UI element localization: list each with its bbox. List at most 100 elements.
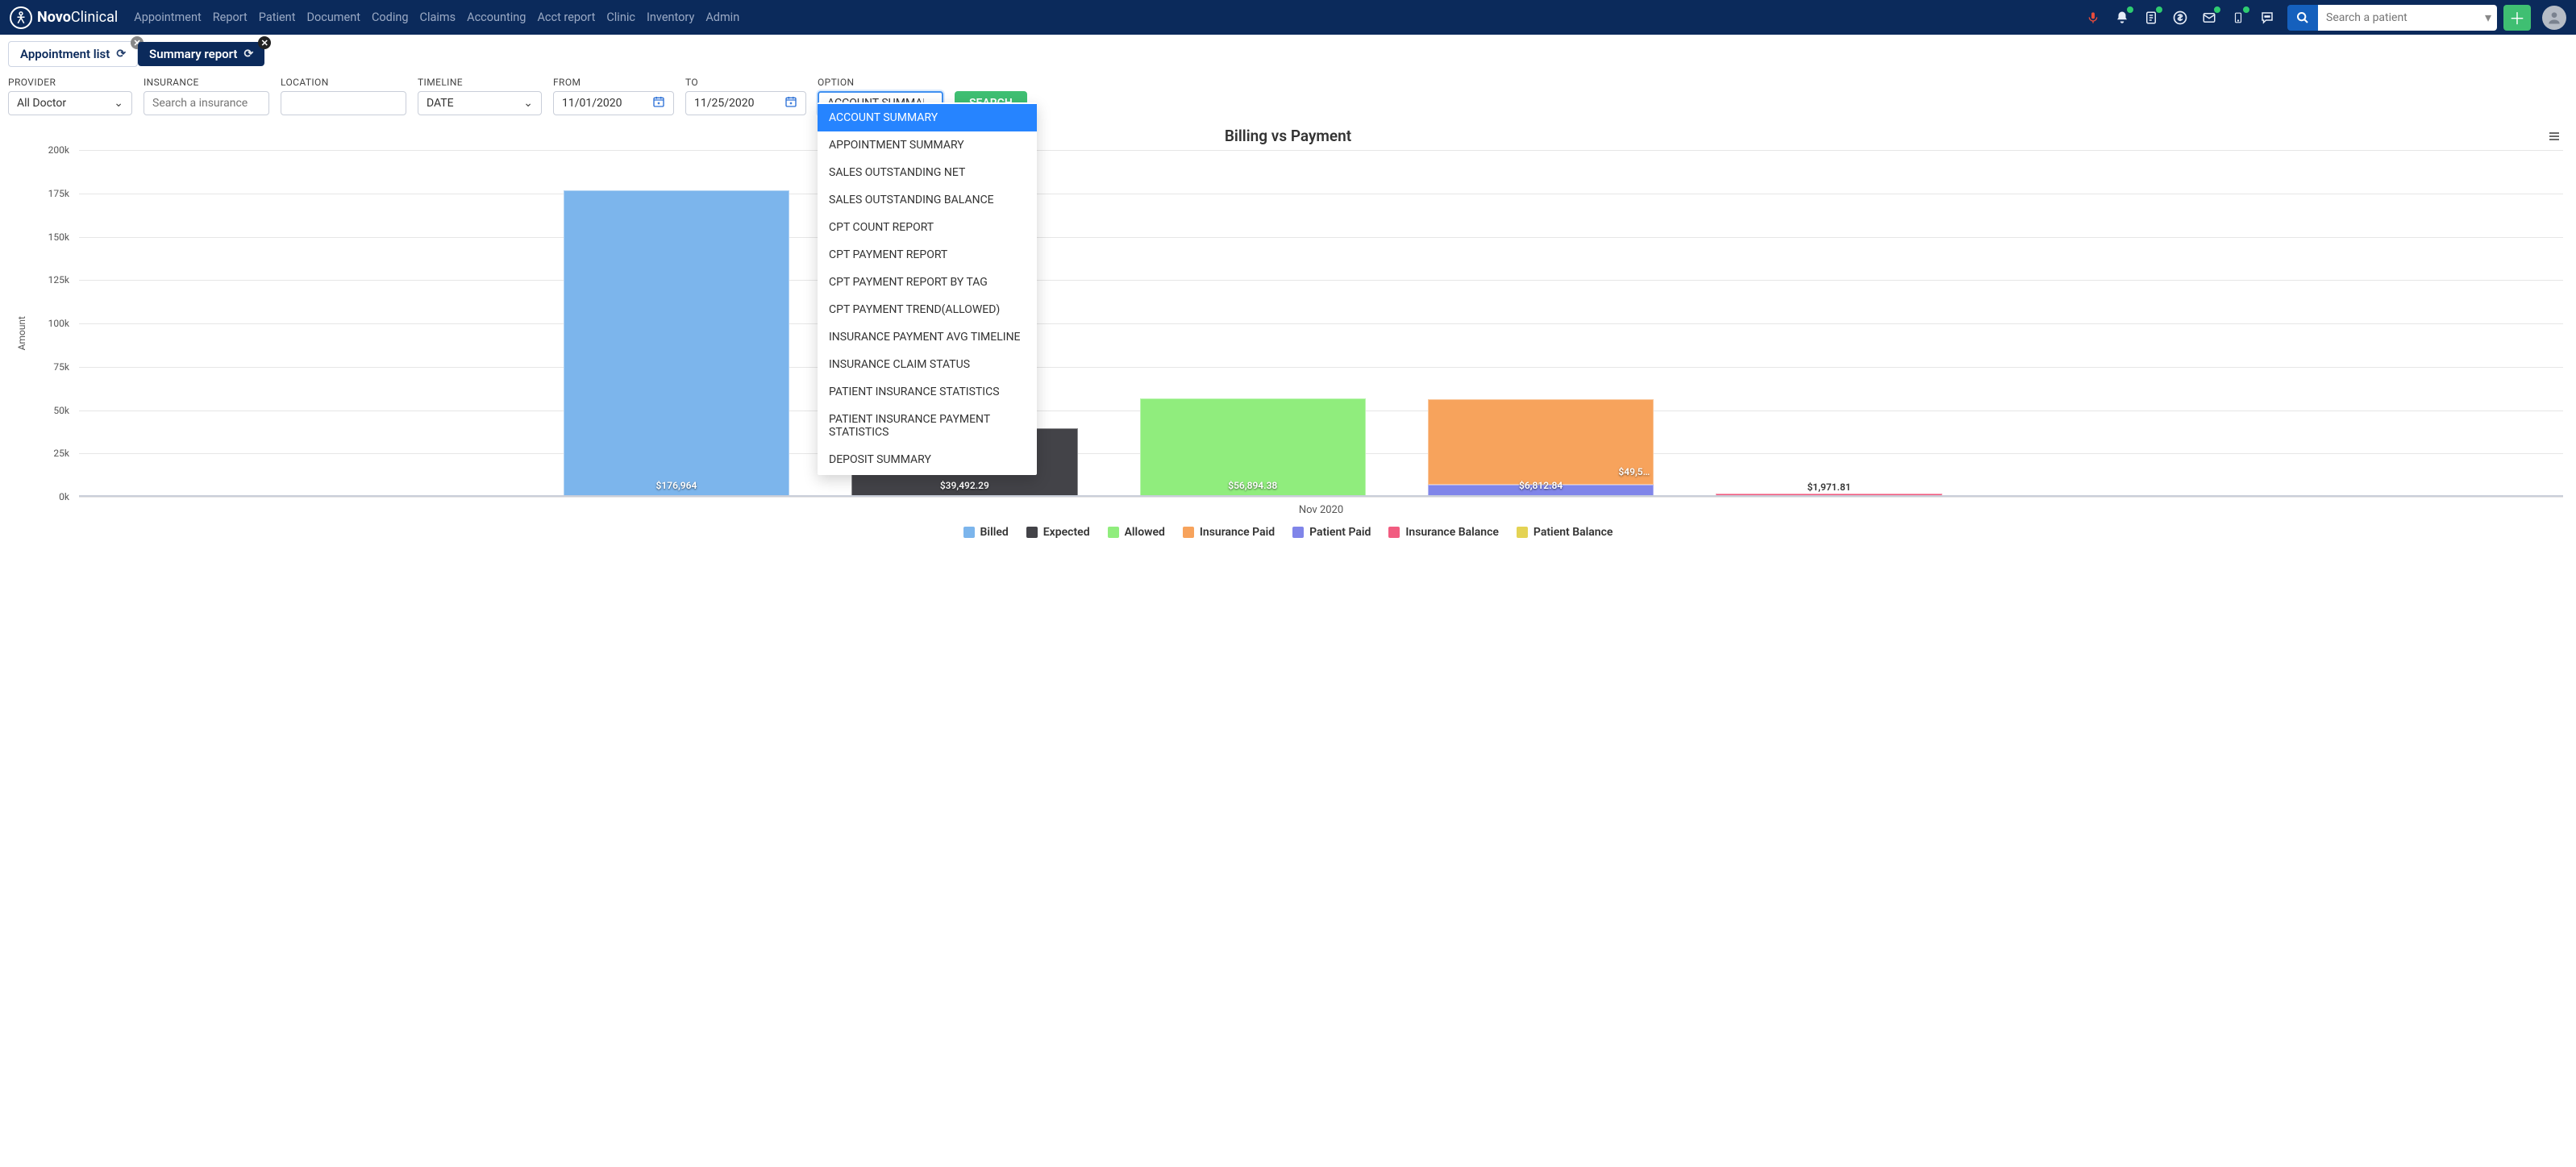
y-tick: 125k xyxy=(48,274,69,285)
refresh-icon[interactable]: ⟳ xyxy=(243,48,253,60)
to-date-input[interactable]: 11/25/2020 xyxy=(685,91,806,115)
user-avatar[interactable] xyxy=(2542,6,2566,30)
legend-label: Allowed xyxy=(1125,526,1165,539)
legend-swatch xyxy=(963,527,975,538)
option-item[interactable]: CPT PAYMENT REPORT xyxy=(818,241,1037,269)
refresh-icon[interactable]: ⟳ xyxy=(116,48,126,60)
mic-icon[interactable] xyxy=(2084,9,2102,27)
chart-menu-icon[interactable] xyxy=(2547,130,2561,146)
from-date-input[interactable]: 11/01/2020 xyxy=(553,91,674,115)
patient-search-input[interactable] xyxy=(2318,5,2479,31)
legend-item-patient-balance[interactable]: Patient Balance xyxy=(1517,526,1613,539)
provider-select[interactable]: All Doctor ⌄ xyxy=(8,91,132,115)
brand-logo[interactable]: NovoClinical xyxy=(10,6,118,29)
nav-action-icons xyxy=(2084,9,2276,27)
nav-item-appointment[interactable]: Appointment xyxy=(134,10,201,24)
legend-swatch xyxy=(1388,527,1400,538)
legend-item-insurance-balance[interactable]: Insurance Balance xyxy=(1388,526,1499,539)
filter-bar: PROVIDER All Doctor ⌄ INSURANCE LOCATION… xyxy=(0,67,2576,115)
option-item[interactable]: PATIENT INSURANCE PAYMENT STATISTICS xyxy=(818,406,1037,446)
bar-value-label: $56,894.38 xyxy=(1228,480,1277,491)
nav-item-accounting[interactable]: Accounting xyxy=(467,10,526,24)
legend-item-billed[interactable]: Billed xyxy=(963,526,1009,539)
timeline-value: DATE xyxy=(427,97,454,110)
gridline xyxy=(79,497,2563,498)
filter-label: PROVIDER xyxy=(8,77,132,88)
nav-item-patient[interactable]: Patient xyxy=(259,10,296,24)
chevron-down-icon: ⌄ xyxy=(114,97,123,110)
chart-container: Billing vs Payment Amount 0k25k50k75k100… xyxy=(0,115,2576,547)
add-patient-button[interactable]: ＋ xyxy=(2503,5,2531,31)
option-item[interactable]: INSURANCE PAYMENT AVG TIMELINE xyxy=(818,323,1037,351)
filter-label: OPTION xyxy=(818,77,943,88)
bar-allowed[interactable]: $56,894.38 xyxy=(1140,398,1366,497)
legend-item-insurance-paid[interactable]: Insurance Paid xyxy=(1183,526,1275,539)
nav-item-clinic[interactable]: Clinic xyxy=(606,10,635,24)
clipboard-icon[interactable] xyxy=(2142,9,2160,27)
filter-label: LOCATION xyxy=(281,77,406,88)
mobile-icon[interactable] xyxy=(2229,9,2247,27)
legend-item-expected[interactable]: Expected xyxy=(1026,526,1090,539)
chart-bars: $176,964 $39,492.29 $56,894.38 $49,5…$6,812… xyxy=(79,150,2563,497)
location-text[interactable] xyxy=(289,97,397,110)
y-tick: 150k xyxy=(48,231,69,243)
search-dropdown-caret[interactable]: ▾ xyxy=(2479,5,2497,31)
chat-icon[interactable] xyxy=(2258,9,2276,27)
option-item[interactable]: PATIENT INSURANCE STATISTICS xyxy=(818,378,1037,406)
dollar-icon[interactable] xyxy=(2171,9,2189,27)
y-tick: 100k xyxy=(48,318,69,329)
y-tick: 25k xyxy=(53,448,69,459)
legend-label: Billed xyxy=(980,526,1009,539)
option-item[interactable]: ACCOUNT SUMMARY xyxy=(818,104,1037,131)
nav-item-coding[interactable]: Coding xyxy=(372,10,409,24)
option-item[interactable]: APPOINTMENT SUMMARY xyxy=(818,131,1037,159)
legend-item-patient-paid[interactable]: Patient Paid xyxy=(1292,526,1371,539)
nav-item-acct-report[interactable]: Acct report xyxy=(537,10,595,24)
option-item[interactable]: SALES OUTSTANDING NET xyxy=(818,159,1037,186)
bar-value-label: $1,971.81 xyxy=(1807,481,1850,493)
calendar-icon xyxy=(652,95,665,111)
workspace-tabs: Appointment list ⟳ ✕Summary report⟳✕ xyxy=(0,35,2576,67)
search-icon-button[interactable] xyxy=(2287,5,2318,31)
bar-billed[interactable]: $176,964 xyxy=(564,190,789,497)
y-tick: 75k xyxy=(53,361,69,373)
chart-title: Billing vs Payment xyxy=(13,127,2563,145)
option-item[interactable]: DEPOSIT SUMMARY xyxy=(818,446,1037,473)
provider-value: All Doctor xyxy=(17,97,66,110)
option-item[interactable]: CPT PAYMENT TREND(ALLOWED) xyxy=(818,296,1037,323)
legend-swatch xyxy=(1292,527,1304,538)
nav-item-claims[interactable]: Claims xyxy=(420,10,456,24)
y-axis-ticks: 0k25k50k75k100k125k150k175k200k xyxy=(31,150,74,497)
filter-from: FROM 11/01/2020 xyxy=(553,77,674,115)
nav-item-document[interactable]: Document xyxy=(306,10,360,24)
tab-summary-report[interactable]: Summary report⟳✕ xyxy=(138,42,264,66)
option-item[interactable]: SALES OUTSTANDING BALANCE xyxy=(818,186,1037,214)
bar-insurance-paid[interactable]: $49,5… xyxy=(1428,399,1654,485)
filter-label: INSURANCE xyxy=(144,77,269,88)
tab-label: Appointment list xyxy=(20,47,110,61)
chart-area: Amount 0k25k50k75k100k125k150k175k200k $… xyxy=(13,150,2563,516)
calendar-icon xyxy=(784,95,797,111)
timeline-select[interactable]: DATE ⌄ xyxy=(418,91,542,115)
nav-item-report[interactable]: Report xyxy=(213,10,248,24)
mail-icon[interactable] xyxy=(2200,9,2218,27)
option-item[interactable]: INSURANCE CLAIM STATUS xyxy=(818,351,1037,378)
chart-plot: 0k25k50k75k100k125k150k175k200k $176,964… xyxy=(31,150,2563,516)
to-value: 11/25/2020 xyxy=(694,97,755,110)
option-item[interactable]: CPT COUNT REPORT xyxy=(818,214,1037,241)
legend-item-allowed[interactable]: Allowed xyxy=(1108,526,1165,539)
filter-label: FROM xyxy=(553,77,674,88)
nav-item-inventory[interactable]: Inventory xyxy=(647,10,694,24)
close-icon[interactable]: ✕ xyxy=(258,36,271,49)
bar-value-label: $176,964 xyxy=(656,480,697,491)
insurance-text[interactable] xyxy=(152,97,260,110)
tab-appointment-list[interactable]: Appointment list⟳✕ xyxy=(8,41,138,67)
insurance-input[interactable] xyxy=(144,91,269,115)
bar-value-label: $6,812.84 xyxy=(1519,480,1563,491)
bar-value-label: $39,492.29 xyxy=(940,480,989,491)
nav-item-admin[interactable]: Admin xyxy=(705,10,739,24)
bell-icon[interactable] xyxy=(2113,9,2131,27)
location-input[interactable] xyxy=(281,91,406,115)
option-item[interactable]: CPT PAYMENT REPORT BY TAG xyxy=(818,269,1037,296)
legend-swatch xyxy=(1026,527,1038,538)
